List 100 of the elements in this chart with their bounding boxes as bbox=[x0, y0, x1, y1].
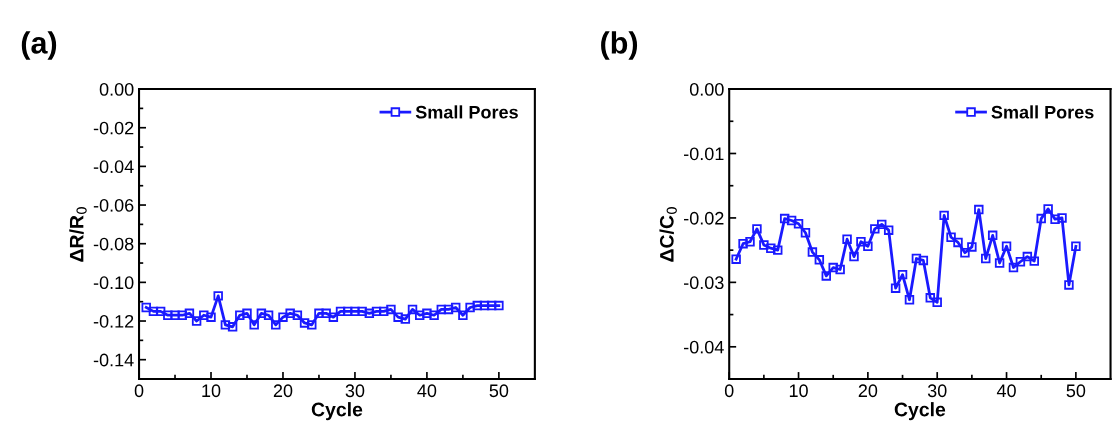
point bbox=[946, 232, 956, 242]
point bbox=[877, 219, 887, 230]
y-tick-label: -0.08 bbox=[93, 237, 134, 251]
point bbox=[393, 312, 403, 322]
point bbox=[285, 308, 295, 319]
point bbox=[263, 310, 274, 320]
point bbox=[759, 240, 769, 250]
point bbox=[842, 234, 852, 244]
x-tick-label: 10 bbox=[789, 384, 808, 398]
point bbox=[1036, 213, 1046, 224]
point bbox=[807, 247, 818, 257]
x-tick-label: 50 bbox=[1066, 384, 1086, 398]
point bbox=[828, 262, 838, 273]
point bbox=[897, 269, 908, 280]
point bbox=[191, 316, 202, 326]
point bbox=[863, 241, 873, 252]
point bbox=[939, 210, 949, 221]
y-tick-label: -0.06 bbox=[93, 198, 134, 212]
point bbox=[184, 308, 195, 319]
point bbox=[918, 255, 929, 266]
x-tick-label: 30 bbox=[345, 384, 365, 398]
point bbox=[335, 306, 346, 317]
point bbox=[1043, 204, 1053, 214]
point bbox=[314, 308, 324, 319]
point bbox=[911, 253, 922, 264]
point bbox=[278, 312, 288, 322]
point bbox=[814, 255, 825, 265]
y-axis-title: ΔR/R$_{0}$ bbox=[69, 207, 87, 262]
point bbox=[450, 302, 461, 313]
point bbox=[292, 310, 303, 320]
point bbox=[494, 300, 504, 311]
point bbox=[155, 306, 166, 317]
point bbox=[904, 295, 915, 305]
point bbox=[800, 228, 811, 238]
point bbox=[1064, 280, 1074, 290]
x-axis-title: Cycle bbox=[894, 402, 946, 421]
point bbox=[271, 320, 281, 330]
point bbox=[835, 264, 845, 275]
point bbox=[987, 230, 998, 241]
point bbox=[1008, 262, 1019, 273]
x-tick-label: 0 bbox=[724, 384, 734, 398]
point bbox=[1015, 257, 1026, 267]
point bbox=[465, 302, 475, 313]
point bbox=[821, 271, 832, 281]
point bbox=[766, 243, 776, 253]
point bbox=[981, 253, 991, 264]
point bbox=[994, 258, 1005, 268]
point bbox=[321, 308, 331, 319]
point bbox=[752, 224, 762, 234]
x-tick-label: 0 bbox=[134, 384, 144, 398]
point bbox=[1022, 251, 1033, 262]
point bbox=[307, 320, 317, 330]
point bbox=[256, 308, 267, 319]
point bbox=[458, 310, 468, 320]
point bbox=[141, 302, 151, 313]
point bbox=[925, 293, 935, 303]
point bbox=[953, 237, 963, 248]
y-tick-label: 0.00 bbox=[689, 82, 724, 96]
point bbox=[429, 310, 439, 320]
point bbox=[793, 219, 804, 229]
x-tick-label: 20 bbox=[858, 384, 878, 398]
point bbox=[148, 306, 159, 317]
point bbox=[343, 306, 353, 317]
point bbox=[227, 322, 238, 332]
point bbox=[779, 213, 790, 224]
point bbox=[220, 320, 231, 330]
y-tick-label: -0.12 bbox=[93, 314, 134, 328]
point bbox=[443, 304, 454, 315]
point bbox=[422, 308, 432, 319]
point bbox=[967, 242, 977, 252]
point bbox=[486, 300, 497, 311]
point bbox=[1050, 214, 1060, 224]
y-tick-label: -0.04 bbox=[93, 160, 134, 174]
point bbox=[371, 306, 382, 317]
point bbox=[206, 312, 216, 322]
point bbox=[479, 300, 490, 311]
point bbox=[350, 306, 360, 317]
point bbox=[199, 310, 209, 320]
point bbox=[235, 310, 245, 320]
y-tick-label: -0.14 bbox=[93, 353, 134, 367]
point bbox=[328, 312, 339, 322]
point bbox=[856, 237, 866, 247]
point bbox=[357, 306, 367, 317]
point bbox=[436, 304, 447, 315]
point bbox=[242, 308, 252, 319]
x-tick-label: 40 bbox=[417, 384, 437, 398]
point bbox=[932, 297, 942, 308]
point bbox=[170, 310, 180, 320]
x-axis-title: Cycle bbox=[311, 402, 363, 421]
point bbox=[472, 300, 483, 311]
point bbox=[177, 310, 187, 320]
legend-label: Small Pores bbox=[991, 105, 1094, 119]
point bbox=[960, 247, 970, 258]
y-tick-label: 0.00 bbox=[99, 82, 134, 96]
x-tick-label: 30 bbox=[927, 384, 947, 398]
point bbox=[890, 283, 901, 293]
point bbox=[849, 251, 859, 262]
point bbox=[379, 306, 389, 317]
y-tick-label: -0.10 bbox=[93, 276, 134, 290]
point bbox=[731, 254, 741, 264]
